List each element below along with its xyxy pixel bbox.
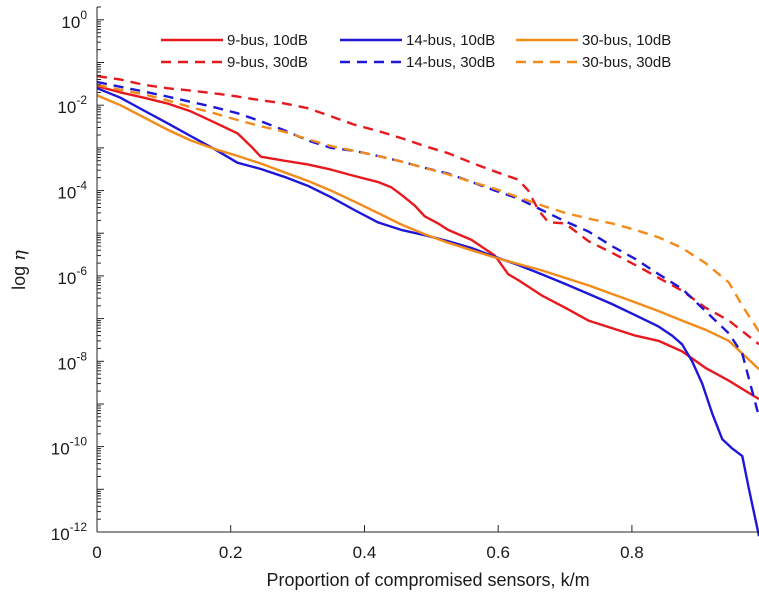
legend-label-6: 30-bus, 30dB <box>582 54 671 71</box>
x-axis-label: Proportion of compromised sensors, k/m <box>266 570 589 590</box>
y-tick-exponent: 0 <box>80 8 87 22</box>
y-tick-base: 10 <box>57 354 76 373</box>
series-line-5 <box>96 80 759 418</box>
legend: 9-bus, 10dB 14-bus, 10dB 30-bus, 10dB 9-bus… <box>161 32 671 71</box>
series-layer <box>96 74 759 537</box>
x-tick-label: 0.8 <box>620 543 644 562</box>
y-tick-exponent: -8 <box>76 349 87 363</box>
x-tick-label: 0.2 <box>219 543 243 562</box>
y-tick-label: 100 <box>61 8 87 32</box>
series-line-3 <box>96 94 759 371</box>
y-tick-exponent: -12 <box>70 520 88 534</box>
y-tick-label: 10-8 <box>57 349 87 373</box>
legend-label-5: 14-bus, 30dB <box>406 54 495 71</box>
y-tick-exponent: -4 <box>76 179 87 193</box>
x-ticks: 0 0.2 0.4 0.6 0.8 <box>92 525 644 562</box>
y-axis-label-symbol: η <box>9 250 30 261</box>
y-tick-label: 10-6 <box>57 264 87 288</box>
x-tick-label: 0 <box>92 543 101 562</box>
legend-label-4: 9-bus, 30dB <box>227 54 308 71</box>
series-line-6 <box>96 83 759 333</box>
legend-label-2: 14-bus, 10dB <box>406 32 495 49</box>
y-tick-exponent: -10 <box>70 435 88 449</box>
axes <box>96 7 759 533</box>
y-tick-base: 10 <box>51 525 70 544</box>
series-line-1 <box>96 84 759 401</box>
legend-label-1: 9-bus, 10dB <box>227 32 308 49</box>
y-tick-exponent: -6 <box>76 264 87 278</box>
y-tick-base: 10 <box>57 184 76 203</box>
y-tick-label: 10-10 <box>51 435 88 459</box>
y-axis-label: log η <box>9 250 30 290</box>
y-axis-label-prefix: log <box>9 261 29 290</box>
y-tick-exponent: -2 <box>76 93 87 107</box>
y-tick-base: 10 <box>51 440 70 459</box>
x-tick-label: 0.4 <box>353 543 377 562</box>
legend-label-3: 30-bus, 10dB <box>582 32 671 49</box>
y-tick-label: 10-12 <box>51 520 88 544</box>
x-tick-label: 0.6 <box>486 543 510 562</box>
series-line-4 <box>96 74 759 346</box>
y-tick-base: 10 <box>57 98 76 117</box>
y-tick-base: 10 <box>61 13 80 32</box>
y-tick-label: 10-2 <box>57 93 87 117</box>
y-tick-label: 10-4 <box>57 179 87 203</box>
y-tick-base: 10 <box>57 269 76 288</box>
